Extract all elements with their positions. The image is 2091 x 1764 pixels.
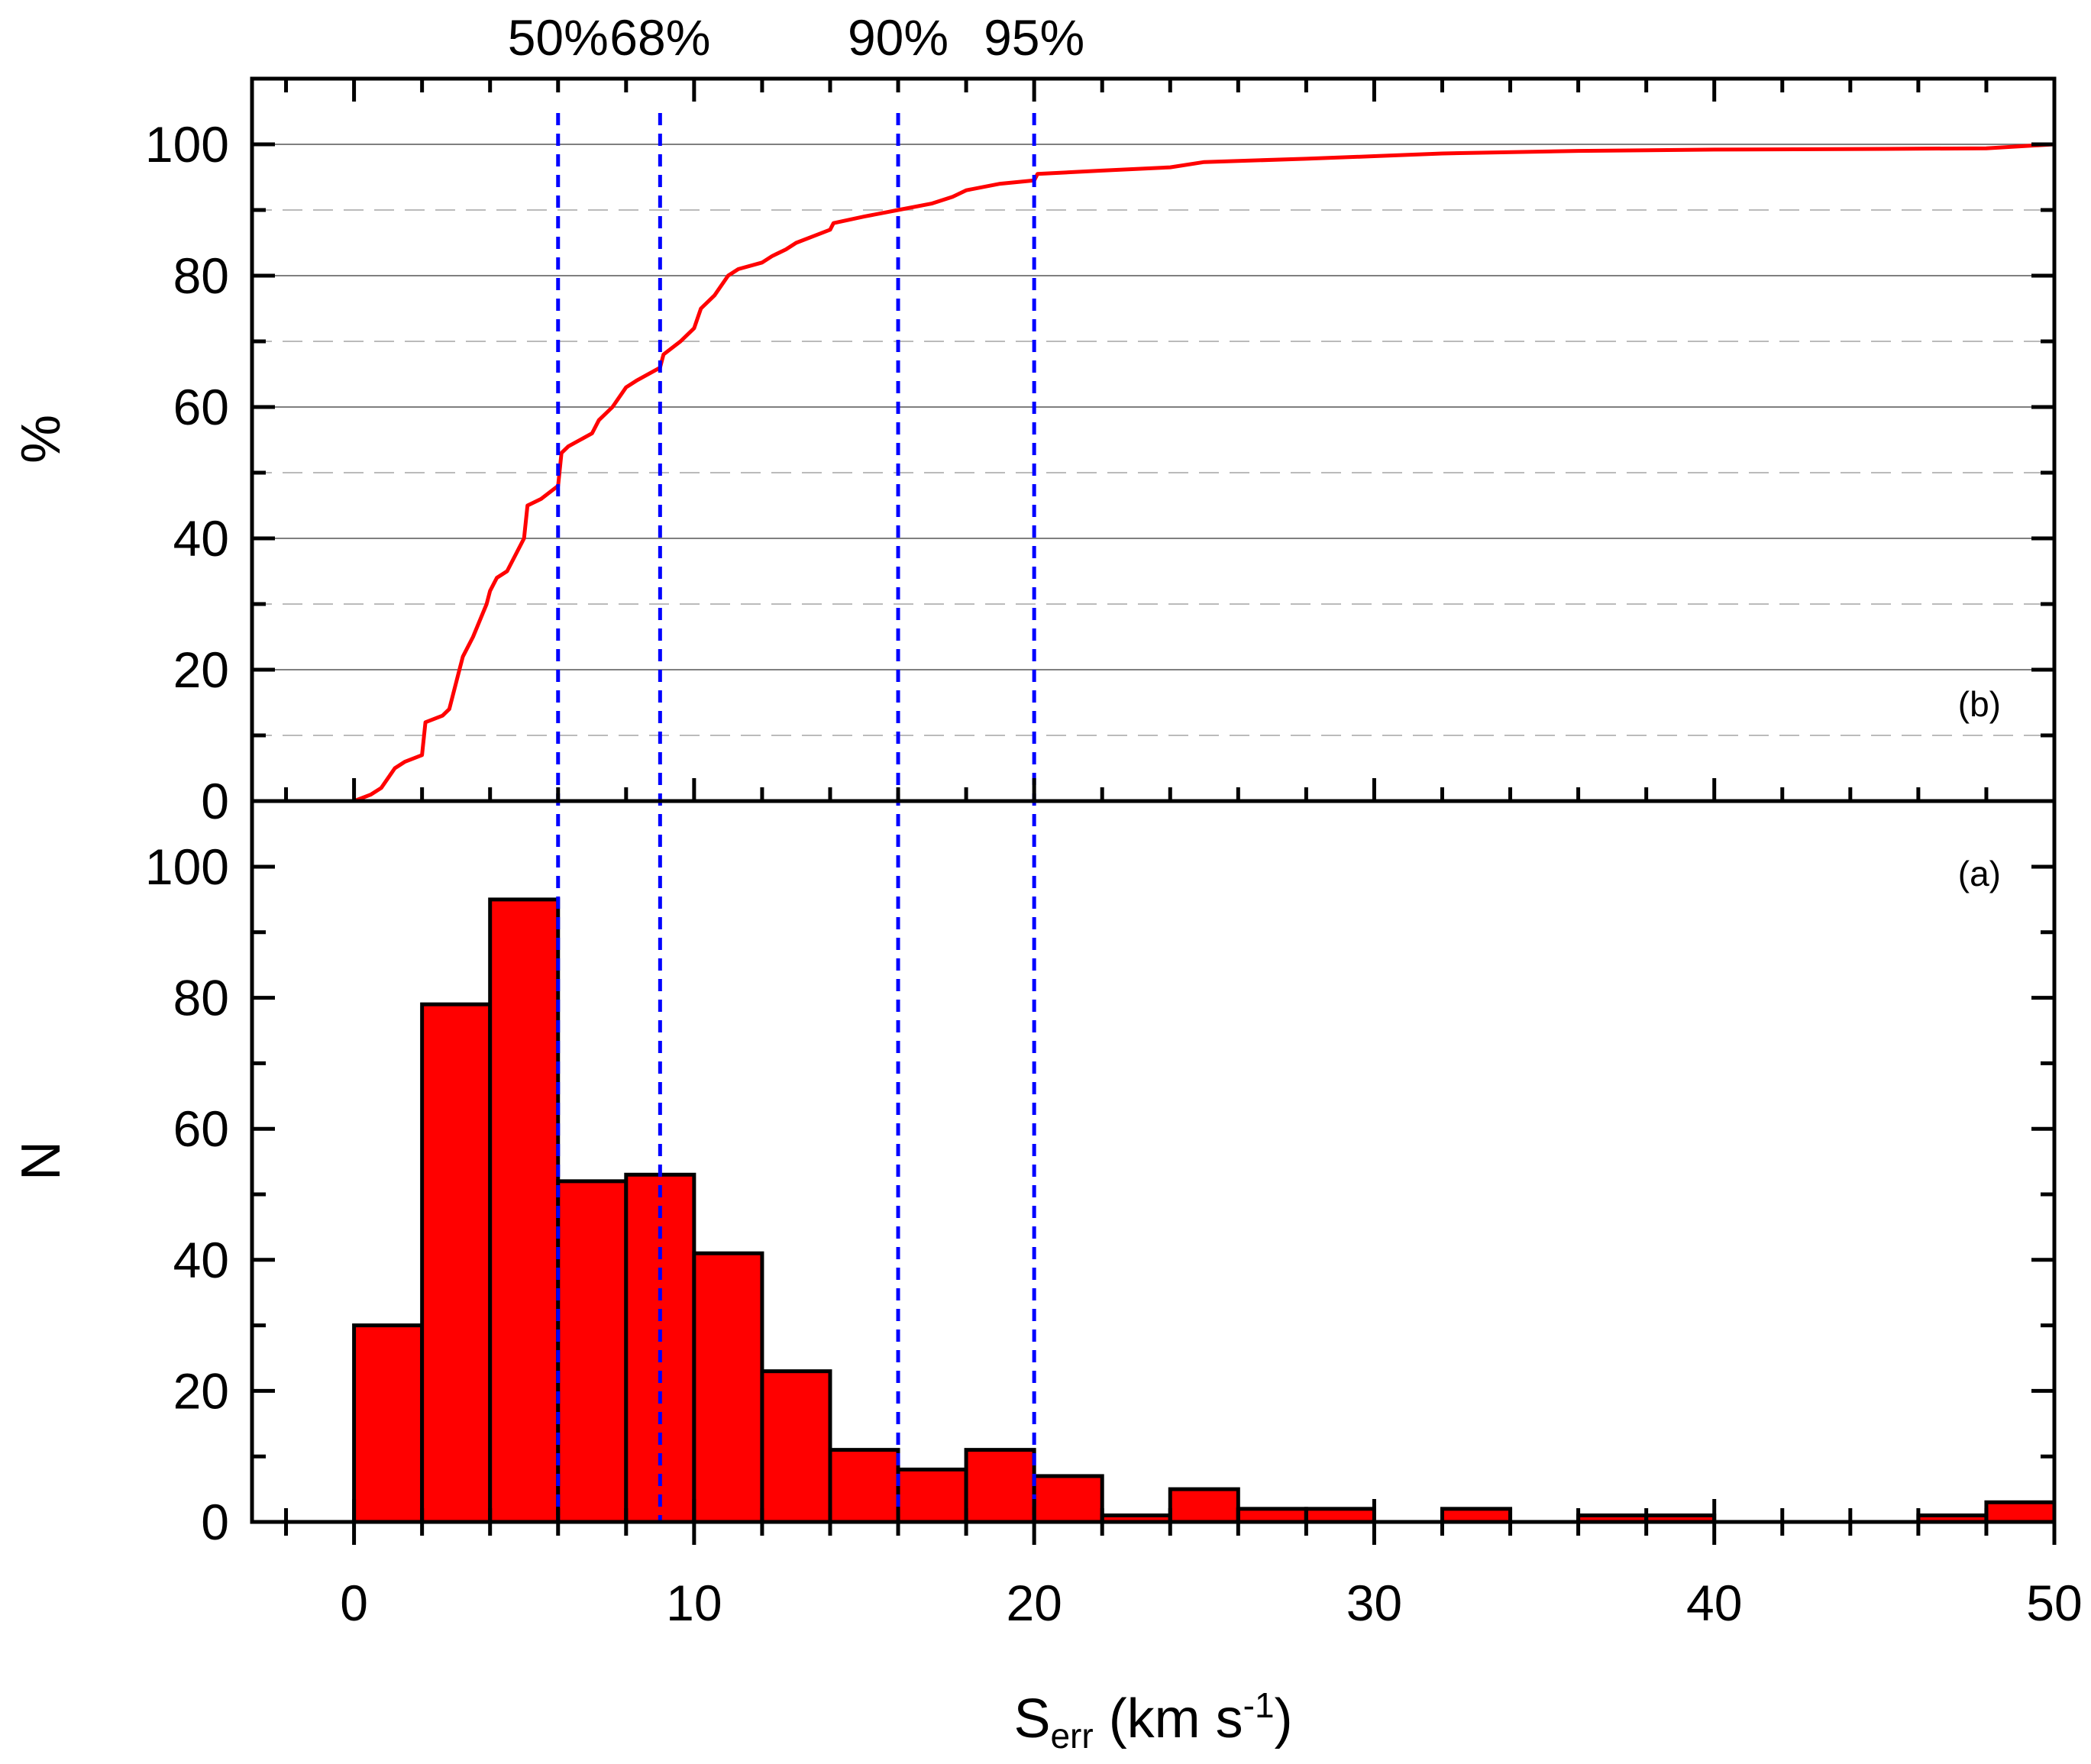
tick-marks [252,76,2057,1545]
percentile-label-0: 50% [508,9,609,66]
percentile-label-3: 95% [984,9,1084,66]
histogram-y-tick-label: 40 [173,1232,229,1288]
cdf-y-tick-label: 20 [173,641,229,698]
cdf-line-group [353,142,2055,803]
panel-label-a: (a) [1958,854,2001,893]
x-tick-label: 10 [666,1575,722,1631]
cdf-line [353,142,2055,803]
percentile-label-2: 90% [848,9,949,66]
histogram-y-tick-label: 60 [173,1100,229,1157]
histogram-bar-10 [1032,1474,1104,1524]
histogram-bar-1 [420,1002,493,1524]
histogram-bar-3 [556,1179,629,1524]
x-tick-label: 0 [340,1575,368,1631]
histogram-bar-8 [896,1467,968,1524]
histogram-y-tick-label: 100 [145,838,229,895]
cdf-y-tick-label: 100 [145,116,229,173]
cdf-y-tick-label: 80 [173,247,229,304]
x-axis-title-end: ) [1275,1688,1293,1749]
x-tick-label: 20 [1006,1575,1062,1631]
percentile-label-1: 68% [609,9,710,66]
x-tick-label: 30 [1346,1575,1402,1631]
histogram-bar-5 [692,1251,764,1524]
cdf-y-tick-label: 40 [173,510,229,567]
cdf-y-tick-label: 60 [173,379,229,435]
histogram-bar-16 [1440,1507,1513,1524]
histogram-y-tick-label: 0 [201,1494,229,1550]
x-axis-title-subscript: err [1050,1716,1093,1756]
histogram-bar-2 [488,897,561,1524]
x-tick-label: 40 [1686,1575,1742,1631]
cdf-gridlines [252,144,2054,736]
histogram-y-axis-title: N [11,1141,72,1181]
histogram-bar-13 [1236,1507,1308,1524]
histogram-bar-6 [760,1369,832,1524]
x-axis-title: Serr (km s-1) [1013,1685,1292,1756]
tick-labels: 0 20 40 60 80 100 0 20 40 60 80 100 0 10 20 30 40 50 [145,116,2083,1631]
percentile-reference-lines: 50% 68% 90% 95% [508,9,1084,1522]
histogram-bar-24 [1984,1500,2057,1524]
axes-frames [250,76,2057,1524]
cdf-y-axis-title: % [11,415,72,464]
histogram-bar-14 [1304,1507,1376,1524]
histogram-bar-12 [1168,1487,1240,1524]
histogram-bar-0 [352,1323,425,1524]
histogram-bar-7 [828,1448,900,1524]
x-axis-title-unit: (km s [1094,1688,1243,1749]
x-axis-title-superscript: -1 [1243,1685,1275,1725]
histogram-y-tick-label: 80 [173,970,229,1026]
histogram-y-tick-label: 20 [173,1362,229,1419]
histogram-bars [352,897,2057,1524]
x-axis-title-main: S [1013,1688,1050,1749]
cdf-plot-frame [250,76,2057,803]
cdf-y-tick-label: 0 [201,773,229,829]
histogram-bar-9 [964,1448,1036,1524]
x-tick-label: 50 [2026,1575,2082,1631]
panel-label-b: (b) [1958,684,2001,724]
histogram-plot-frame [250,799,2057,1524]
